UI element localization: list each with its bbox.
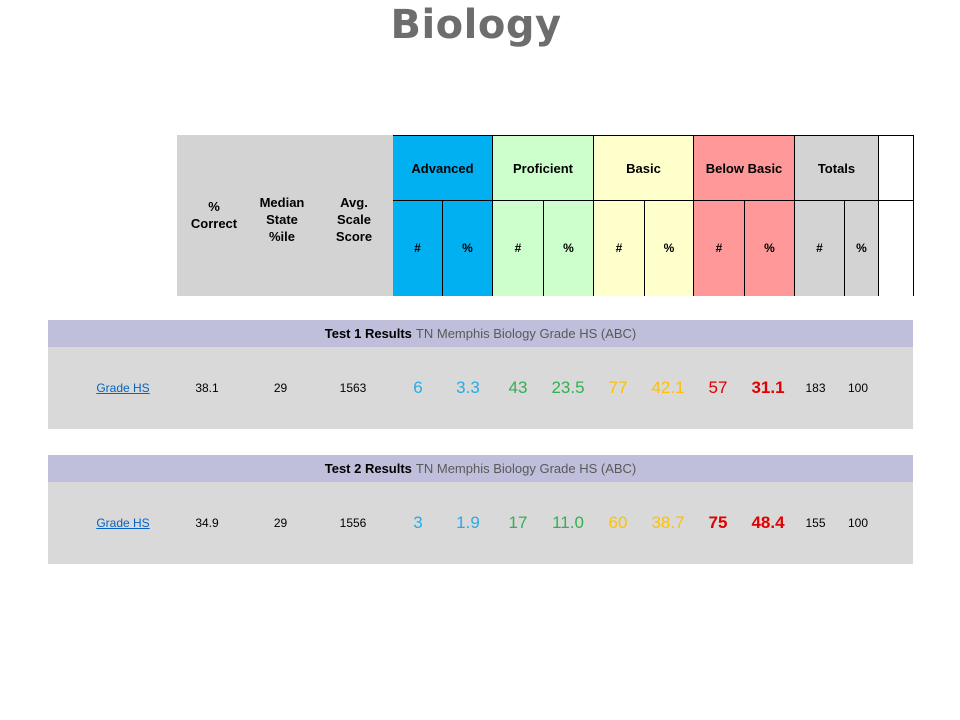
test-2-title: Test 2 Results bbox=[324, 461, 412, 476]
below-basic-pct: 31.1 bbox=[751, 378, 785, 397]
test-1-subtitle: TN Memphis Biology Grade HS (ABC) bbox=[415, 326, 637, 341]
header-sub-bel-count: # bbox=[694, 200, 745, 296]
test-2-subtitle: TN Memphis Biology Grade HS (ABC) bbox=[415, 461, 637, 476]
median-value: 29 bbox=[273, 381, 288, 395]
header-blank-top bbox=[879, 135, 914, 200]
basic-count: 60 bbox=[608, 513, 628, 532]
header-sub-adv-pct: % bbox=[443, 200, 493, 296]
header-group-advanced: Advanced bbox=[393, 135, 493, 200]
basic-pct: 38.7 bbox=[651, 513, 685, 532]
advanced-pct: 1.9 bbox=[456, 513, 480, 532]
test-1-header: Test 1 Results TN Memphis Biology Grade … bbox=[48, 320, 913, 347]
header-blank-bottom bbox=[879, 200, 914, 296]
grade-hs-link[interactable]: Grade HS bbox=[96, 516, 150, 530]
median-value: 29 bbox=[273, 516, 288, 530]
total-pct: 100 bbox=[847, 516, 869, 530]
test-1-results: Test 1 Results TN Memphis Biology Grade … bbox=[48, 320, 913, 429]
proficient-count: 43 bbox=[508, 378, 528, 397]
header-sub-bas-count: # bbox=[594, 200, 645, 296]
column-header-grid: % Correct Median State %ile Avg. Scale S… bbox=[177, 135, 914, 296]
basic-count: 77 bbox=[608, 378, 628, 397]
page-title: Biology bbox=[390, 2, 562, 48]
total-pct: 100 bbox=[847, 381, 869, 395]
header-group-below-basic: Below Basic bbox=[694, 135, 795, 200]
header-group-basic: Basic bbox=[594, 135, 694, 200]
header-group-proficient: Proficient bbox=[493, 135, 594, 200]
below-basic-pct: 48.4 bbox=[751, 513, 785, 532]
header-sub-tot-pct: % bbox=[845, 200, 879, 296]
advanced-pct: 3.3 bbox=[456, 378, 480, 397]
proficient-pct: 11.0 bbox=[552, 513, 584, 532]
test-2-results: Test 2 Results TN Memphis Biology Grade … bbox=[48, 455, 913, 564]
proficient-pct: 23.5 bbox=[551, 378, 585, 397]
advanced-count: 3 bbox=[413, 513, 423, 532]
test-1-title: Test 1 Results bbox=[324, 326, 412, 341]
header-sub-pro-pct: % bbox=[544, 200, 594, 296]
scale-score-value: 1563 bbox=[339, 381, 367, 395]
pct-correct-value: 38.1 bbox=[195, 381, 219, 395]
test-2-header: Test 2 Results TN Memphis Biology Grade … bbox=[48, 455, 913, 482]
table-row: Grade HS 34.9 29 1556 3 1.9 17 11.0 60 3… bbox=[48, 482, 913, 564]
header-sub-bas-pct: % bbox=[645, 200, 694, 296]
total-count: 155 bbox=[805, 516, 826, 530]
total-count: 183 bbox=[805, 381, 826, 395]
header-group-totals: Totals bbox=[795, 135, 879, 200]
below-basic-count: 57 bbox=[708, 378, 728, 397]
header-sub-bel-pct: % bbox=[745, 200, 795, 296]
header-median-state: Median State %ile bbox=[253, 185, 311, 253]
scale-score-value: 1556 bbox=[339, 516, 367, 530]
grade-hs-link[interactable]: Grade HS bbox=[96, 381, 150, 395]
header-avg-scale-score: Avg. Scale Score bbox=[325, 185, 383, 253]
advanced-count: 6 bbox=[413, 378, 423, 397]
header-pct-correct: % Correct bbox=[187, 185, 241, 245]
proficient-count: 17 bbox=[508, 513, 528, 532]
basic-pct: 42.1 bbox=[651, 378, 685, 397]
header-sub-adv-count: # bbox=[393, 200, 443, 296]
header-sub-tot-count: # bbox=[795, 200, 845, 296]
header-sub-pro-count: # bbox=[493, 200, 544, 296]
table-row: Grade HS 38.1 29 1563 6 3.3 43 23.5 77 4… bbox=[48, 347, 913, 429]
pct-correct-value: 34.9 bbox=[195, 516, 219, 530]
below-basic-count: 75 bbox=[708, 513, 728, 532]
